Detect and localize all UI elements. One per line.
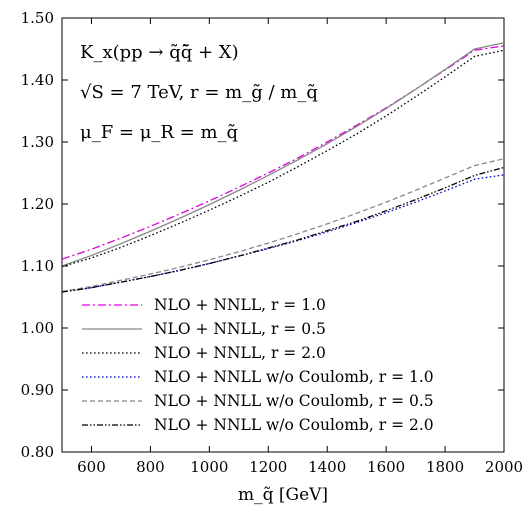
x-axis-title: m_q̃ [GeV] [238,485,328,505]
y-tick-label: 0.90 [21,381,54,399]
y-tick-label: 1.30 [21,133,54,151]
legend-label-3: NLO + NNLL, r = 2.0 [154,344,326,362]
series-line-2 [61,42,505,267]
x-tick-label: 2000 [485,458,523,476]
y-tick-label: 0.80 [21,443,54,461]
annotation-process: K_x(pp → q̃q̄̃ + X) [80,42,239,63]
y-tick-label: 1.40 [21,71,54,89]
x-tick-label: 600 [77,458,106,476]
legend-label-4: NLO + NNLL w/o Coulomb, r = 1.0 [154,368,434,386]
series-line-6 [61,166,505,293]
series-line-1 [61,45,505,260]
x-tick-label: 800 [136,458,165,476]
y-tick-label: 1.20 [21,195,54,213]
plot-frame [61,17,505,453]
legend-label-6: NLO + NNLL w/o Coulomb, r = 2.0 [154,416,434,434]
tick-labels: 600 800 1000 1200 1400 1600 1800 2000 0.80 0.90 1.… [21,9,524,476]
legend-label-5: NLO + NNLL w/o Coulomb, r = 0.5 [154,392,434,410]
x-tick-label: 1800 [426,458,464,476]
y-tick-label: 1.00 [21,319,54,337]
tick-marks [62,17,505,453]
x-tick-label: 1000 [190,458,228,476]
x-tick-label: 1400 [308,458,346,476]
series-lines [61,42,505,293]
series-line-4 [61,174,505,293]
x-tick-label: 1200 [249,458,287,476]
legend-label-1: NLO + NNLL, r = 1.0 [154,296,326,314]
y-tick-label: 1.50 [21,9,54,27]
y-tick-label: 1.10 [21,257,54,275]
annotation-scale: μ_F = μ_R = m_q̃ [80,122,238,143]
legend: NLO + NNLL, r = 1.0 NLO + NNLL, r = 0.5 NL… [82,296,434,434]
annotation-energy: √S = 7 TeV, r = m_g̃ / m_q̃ [80,82,318,103]
series-line-5 [61,158,505,293]
legend-label-2: NLO + NNLL, r = 0.5 [154,320,326,338]
x-tick-label: 1600 [367,458,405,476]
